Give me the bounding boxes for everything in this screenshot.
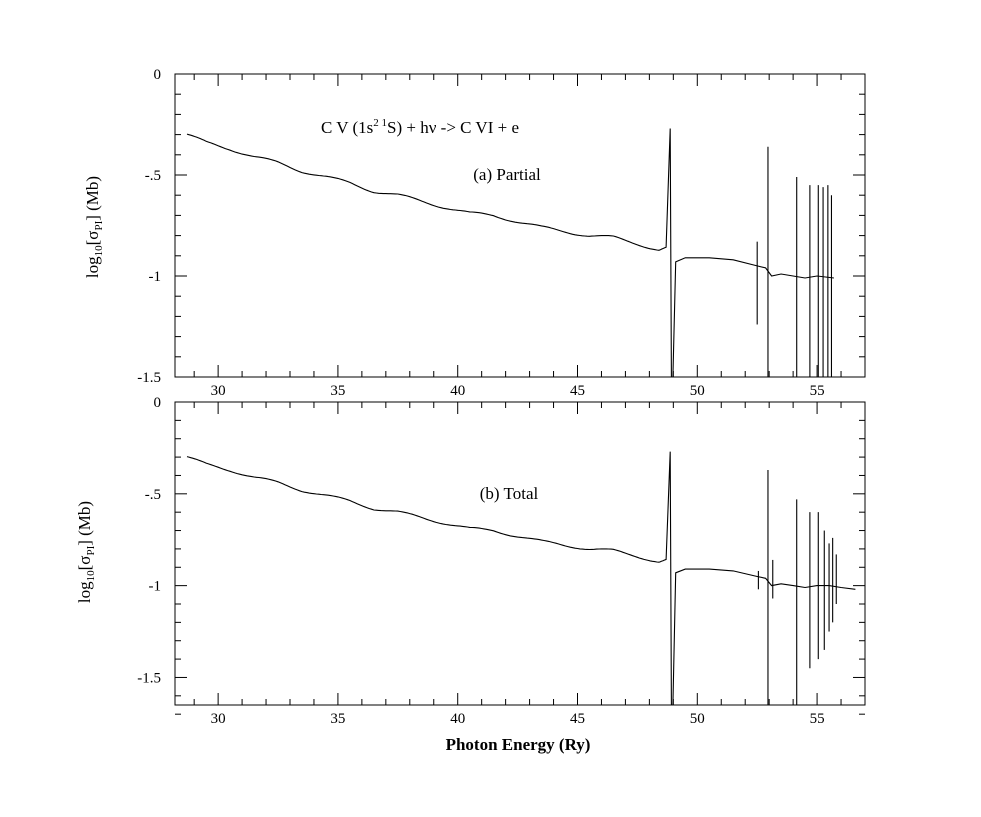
- panel-b-annotation: (b) Total: [480, 484, 539, 503]
- y-tick-label: -.5: [145, 168, 161, 184]
- panel-a-title: C V (1s2 1S) + hν -> C VI + e: [321, 117, 519, 137]
- panel-a-y-axis-label: log10[σPI] (Mb): [83, 176, 105, 278]
- x-tick-label: 45: [570, 711, 585, 727]
- panel-a-annotation: (a) Partial: [473, 165, 541, 184]
- y-tick-label: -1: [149, 269, 162, 285]
- y-tick-label: -1: [149, 579, 162, 595]
- panel-a-frame: [174, 73, 866, 378]
- x-axis-label: Photon Energy (Ry): [446, 735, 591, 754]
- y-tick-label: 0: [154, 395, 162, 411]
- x-tick-label: 50: [690, 383, 705, 399]
- x-tick-label: 35: [330, 711, 345, 727]
- panel-b-x-tick-labels: 30 35 40 45 50 55: [211, 711, 825, 727]
- series-line-post-edge: [672, 568, 856, 706]
- x-tick-label: 30: [211, 383, 226, 399]
- x-tick-label: 35: [330, 383, 345, 399]
- series-line-background: [186, 128, 672, 378]
- panel-b-frame: [174, 401, 866, 706]
- x-tick-label: 40: [450, 711, 465, 727]
- y-tick-label: -1.5: [137, 670, 161, 686]
- panel-a-y-tick-labels: 0 -.5 -1 -1.5: [137, 67, 161, 386]
- x-tick-label: 55: [810, 383, 825, 399]
- series-line-post-edge: [672, 257, 834, 378]
- panel-a-ticks: [175, 73, 866, 378]
- x-tick-label: 45: [570, 383, 585, 399]
- y-tick-label: -1.5: [137, 370, 161, 386]
- x-tick-label: 30: [211, 711, 226, 727]
- panel-b-ticks: [175, 401, 866, 715]
- panel-a-partial: 30 35 40 45 50 55 0 -.5 -1 -1.5 C V (1s2 1S) + h…: [83, 67, 866, 399]
- series-line-background: [186, 451, 672, 706]
- panel-a-x-tick-labels: 30 35 40 45 50 55: [211, 383, 825, 399]
- y-tick-label: 0: [154, 67, 162, 83]
- x-tick-label: 40: [450, 383, 465, 399]
- panel-b-total: 30 35 40 45 50 55 0 -.5 -1 -1.5 (b) Total log10[…: [75, 395, 866, 754]
- panel-a-curve: [186, 128, 834, 378]
- panel-b-curve: [186, 451, 856, 706]
- y-tick-label: -.5: [145, 487, 161, 503]
- x-tick-label: 55: [810, 711, 825, 727]
- x-tick-label: 50: [690, 711, 705, 727]
- panel-b-y-axis-label: log10[σPI] (Mb): [75, 501, 97, 603]
- panel-b-y-tick-labels: 0 -.5 -1 -1.5: [137, 395, 161, 686]
